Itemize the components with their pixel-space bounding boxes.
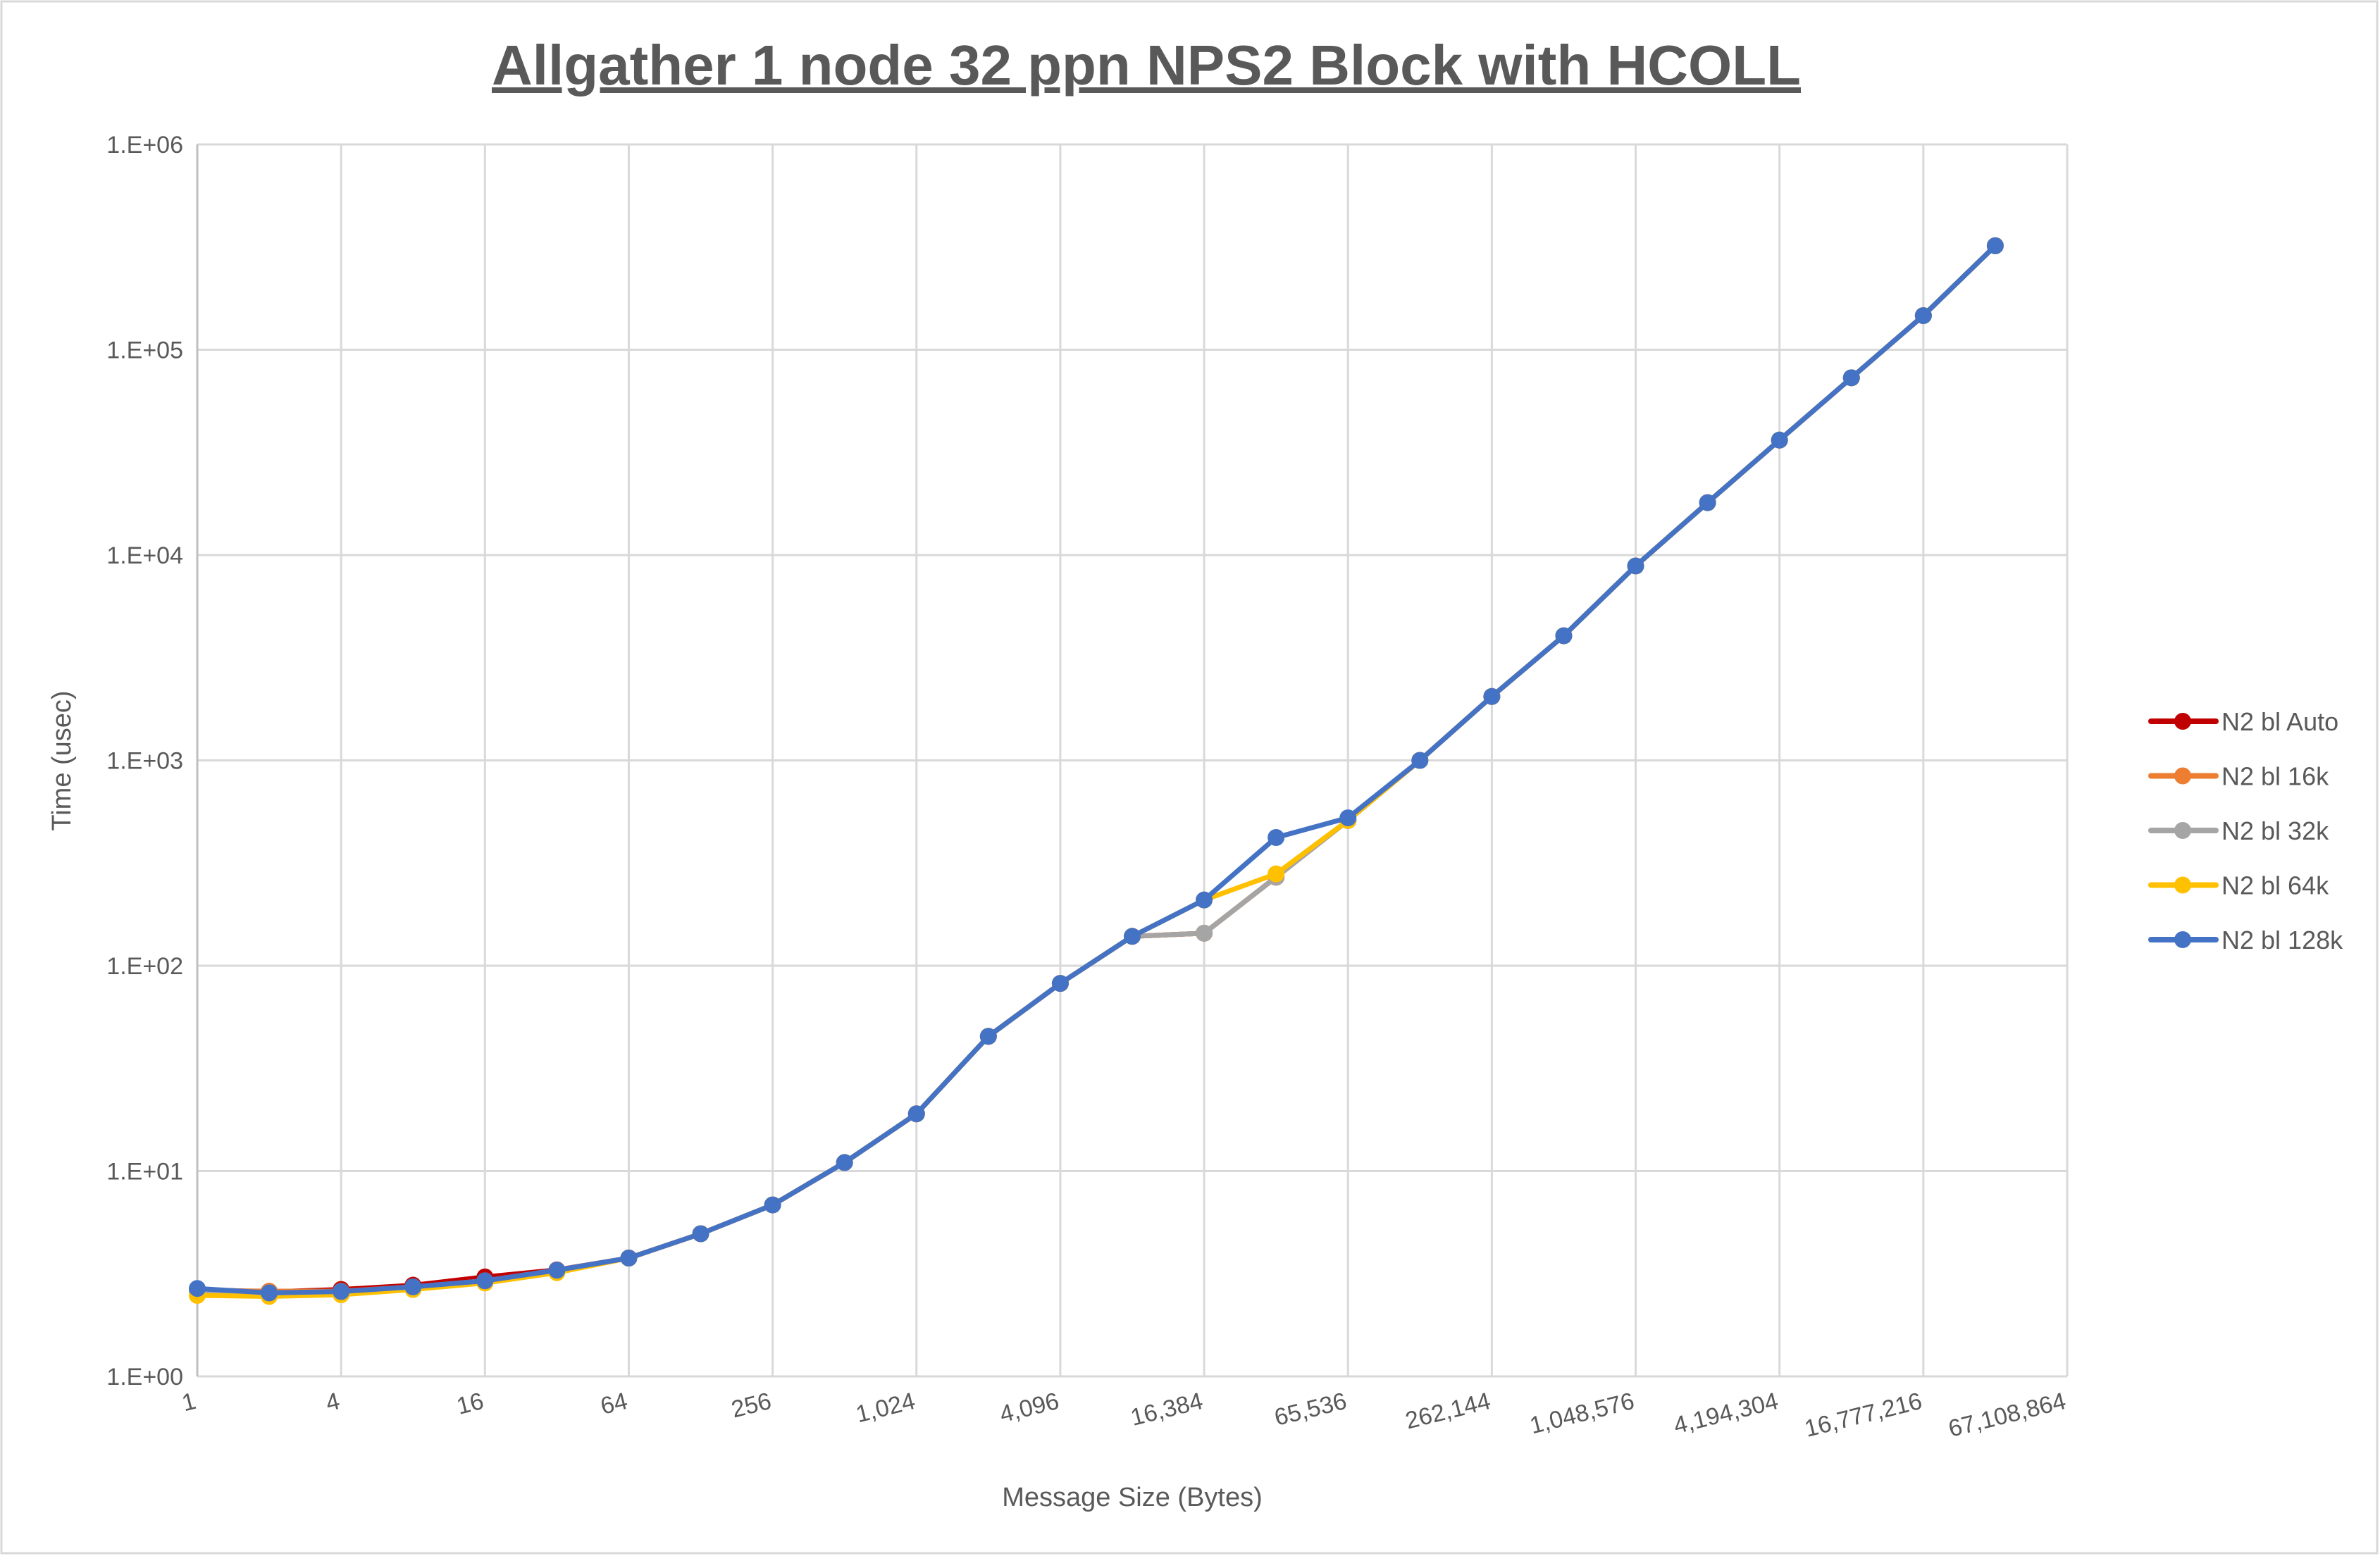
y-axis-title: Time (usec) (47, 690, 77, 830)
data-point (1555, 627, 1573, 645)
y-tick-label: 1.E+02 (106, 953, 183, 980)
legend-marker (2174, 822, 2191, 839)
data-point (979, 1028, 997, 1045)
data-point (907, 1105, 925, 1123)
data-point (1771, 431, 1788, 449)
legend-marker (2174, 876, 2191, 894)
data-point (1051, 975, 1069, 992)
data-point (1627, 557, 1644, 575)
data-point (476, 1272, 494, 1290)
data-point (836, 1154, 853, 1171)
data-point (548, 1262, 566, 1279)
data-point (1268, 865, 1285, 883)
data-point (1411, 752, 1429, 769)
y-tick-label: 1.E+04 (106, 542, 183, 569)
data-point (1196, 924, 1213, 942)
data-point (1124, 928, 1141, 945)
y-axis-ticks: 1.E+00 1.E+01 1.E+02 1.E+03 1.E+04 1.E+05 1.E+… (106, 132, 183, 1390)
legend: N2 bl Auto N2 bl 16k N2 bl 32k N2 bl 64k N2 … (2148, 707, 2343, 954)
legend-label: N2 bl 64k (2221, 871, 2329, 900)
legend-item: N2 bl 128k (2148, 926, 2343, 954)
data-point (1986, 237, 2004, 254)
series-n2-bl-128k (189, 237, 2004, 1302)
series-line (197, 244, 1997, 1295)
data-point (333, 1283, 350, 1300)
data-point (261, 1284, 278, 1302)
legend-label: N2 bl 32k (2221, 816, 2329, 845)
data-point (1339, 809, 1357, 827)
y-tick-label: 1.E+00 (106, 1364, 183, 1390)
data-point (1196, 891, 1213, 909)
data-point (620, 1249, 638, 1266)
legend-marker (2174, 713, 2191, 730)
data-point (1483, 687, 1501, 705)
legend-item: N2 bl Auto (2148, 707, 2338, 736)
y-tick-label: 1.E+03 (106, 748, 183, 775)
chart-title: Allgather 1 node 32 ppn NPS2 Block with … (492, 34, 1801, 97)
data-point (404, 1278, 422, 1295)
legend-item: N2 bl 64k (2148, 871, 2329, 900)
series-group (189, 237, 2004, 1305)
legend-label: N2 bl 128k (2221, 926, 2343, 954)
legend-marker (2174, 767, 2191, 785)
data-point (189, 1280, 206, 1297)
legend-marker (2174, 931, 2191, 948)
gridlines (196, 143, 2069, 1378)
x-axis-title: Message Size (Bytes) (1002, 1483, 1263, 1512)
data-point (1842, 369, 1860, 387)
y-tick-label: 1.E+05 (106, 337, 183, 364)
data-point (1914, 307, 1932, 325)
x-tick-label: 64 (597, 1388, 630, 1420)
y-tick-label: 1.E+06 (106, 132, 183, 158)
legend-item: N2 bl 16k (2148, 762, 2329, 791)
legend-label: N2 bl 16k (2221, 762, 2329, 791)
data-point (764, 1196, 781, 1214)
x-tick-label: 16 (454, 1388, 486, 1420)
legend-item: N2 bl 32k (2148, 816, 2329, 845)
data-point (1268, 829, 1285, 847)
legend-label: N2 bl Auto (2221, 707, 2338, 736)
data-point (1699, 494, 1716, 511)
data-point (692, 1225, 709, 1243)
y-tick-label: 1.E+01 (106, 1159, 183, 1185)
